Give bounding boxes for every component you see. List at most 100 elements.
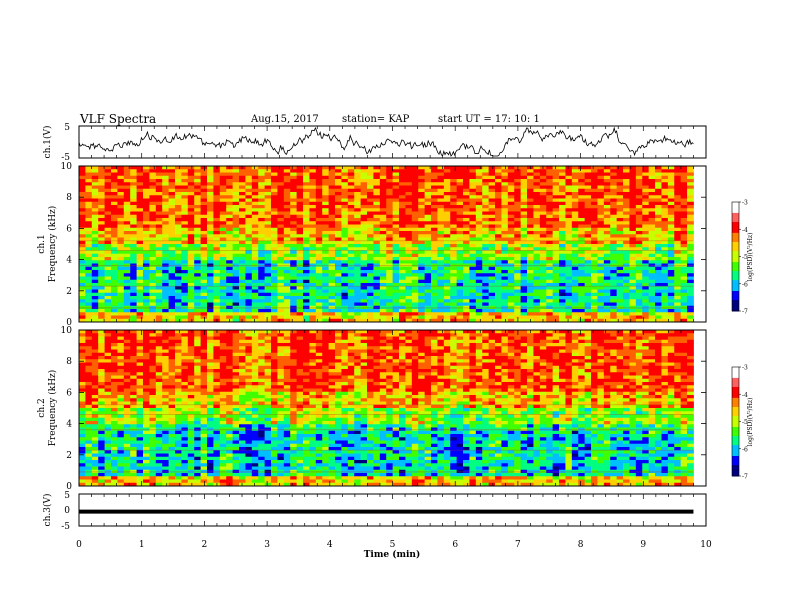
spectrogram-cell [290,289,298,294]
spectrogram-cell [475,244,483,248]
spectrogram-cell [104,205,112,209]
spectrogram-cell [347,299,355,303]
spectrogram-cell [258,247,266,251]
spectrogram-cell [315,283,323,287]
spectrogram-cell [456,218,464,222]
spectrogram-cell [98,372,105,376]
spectrogram-cell [264,240,272,245]
spectrogram-cell [623,315,630,320]
spectrogram-cell [341,195,349,199]
spectrogram-cell [687,188,694,193]
spectrogram-cell [239,302,246,307]
spectrogram-cell [91,391,99,396]
spectrogram-cell [533,299,541,303]
spectrogram-cell [104,169,112,173]
spectrogram-cell [687,296,694,300]
spectrogram-cell [130,270,138,274]
spectrogram-cell [239,296,246,300]
spectrogram-cell [168,270,176,274]
spectrogram-cell [629,185,637,190]
spectrogram-cell [162,192,170,196]
spectrogram-cell [98,375,105,380]
spectrogram-cell [219,257,227,261]
spectrogram-cell [360,179,368,183]
spectrogram-cell [181,270,189,274]
spectrogram-cell [98,434,105,438]
spectrogram-cell [520,237,528,242]
spectrogram-cell [667,227,675,232]
spectrogram-cell [347,227,355,232]
spectrogram-cell [232,169,240,173]
spectrogram-cell [296,263,304,268]
spectrogram-cell [546,283,554,287]
spectrogram-cell [175,286,182,290]
spectrogram-cell [149,253,157,258]
spectrogram-cell [360,169,368,173]
spectrogram-cell [226,224,234,229]
spectrogram-cell [181,231,189,235]
spectrogram-cell [507,305,515,310]
spectrogram-cell [175,237,182,242]
spectrogram-cell [283,198,291,203]
spectrogram-cell [552,214,560,219]
spectrogram-cell [635,283,643,287]
spectrogram-cell [123,182,131,186]
spectrogram-cell [482,221,490,225]
spectrogram-cell [584,192,592,196]
spectrogram-cell [482,250,490,255]
spectrogram-cell [437,247,445,251]
spectrogram-cell [386,309,394,313]
spectrogram-cell [527,292,534,297]
spectrogram-cell [386,270,394,274]
spectrogram-cell [335,192,342,196]
spectrogram-cell [104,330,112,334]
spectrogram-cell [399,198,406,203]
spectrogram-cell [482,283,490,287]
spectrogram-cell [635,286,643,290]
spectrogram-cell [507,250,515,255]
spectrogram-cell [328,289,336,294]
spectrogram-cell [405,244,413,248]
spectrogram-cell [411,315,419,320]
spectrogram-cell [552,192,560,196]
spectrogram-cell [495,224,502,229]
spectrogram-cell [495,273,502,277]
spectrogram-cell [354,302,362,307]
spectrogram-cell [450,218,458,222]
spectrogram-cell [578,276,586,281]
spectrogram-cell [264,182,272,186]
spectrogram-cell [187,227,195,232]
spectrogram-cell [437,227,445,232]
spectrogram-cell [315,188,323,193]
spectrogram-cell [667,266,675,271]
spectrogram-cell [315,309,323,313]
spectrogram-cell [623,195,630,199]
spectrogram-cell [91,362,99,367]
spectrogram-cell [443,221,451,225]
spectrogram-cell [584,205,592,209]
spectrogram-cell [136,198,144,203]
spectrogram-cell [591,201,598,206]
spectrogram-cell [322,240,330,245]
spectrogram-cell [584,237,592,242]
spectrogram-cell [648,192,656,196]
spectrogram-cell [616,201,624,206]
spectrogram-cell [648,244,656,248]
spectrogram-cell [450,244,458,248]
spectrogram-cell [341,188,349,193]
spectrogram-cell [187,195,195,199]
spectrogram-cell [328,305,336,310]
spectrogram-cell [367,208,374,212]
spectrogram-cell [111,175,118,180]
spectrogram-cell [271,302,278,307]
spectrogram-cell [411,273,419,277]
spectrogram-cell [303,188,310,193]
spectrogram-cell [546,266,554,271]
spectrogram-cell [546,296,554,300]
spectrogram-cell [104,283,112,287]
spectrogram-cell [283,296,291,300]
spectrogram-cell [219,296,227,300]
spectrogram-cell [539,276,547,281]
spectrogram-cell [111,208,118,212]
spectrogram-cell [495,195,502,199]
